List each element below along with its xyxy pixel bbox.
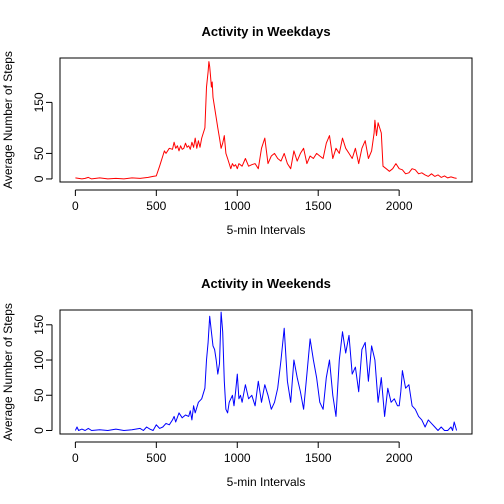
y-tick-label: 100 [32, 350, 46, 370]
x-tick-label: 0 [72, 199, 79, 213]
y-tick-label: 0 [32, 427, 46, 434]
x-tick-label: 1500 [305, 199, 332, 213]
y-tick-label: 50 [32, 388, 46, 402]
y-tick-label: 150 [32, 314, 46, 334]
x-tick-label: 500 [146, 199, 166, 213]
x-tick-label: 500 [146, 451, 166, 465]
series-line [75, 61, 457, 180]
chart-title: Activity in Weekdays [201, 24, 330, 39]
y-axis-label: Average Number of Steps [1, 303, 15, 441]
x-tick-label: 1500 [305, 451, 332, 465]
chart-title: Activity in Weekends [201, 276, 331, 291]
plot-frame [59, 57, 473, 183]
x-tick-label: 1000 [224, 451, 251, 465]
y-tick-label: 0 [32, 175, 46, 182]
series-line [74, 311, 458, 431]
x-axis-label: 5-min Intervals [227, 223, 306, 237]
plot-frame [59, 309, 473, 435]
x-axis-label: 5-min Intervals [227, 475, 306, 489]
x-tick-label: 0 [72, 451, 79, 465]
y-tick-label: 150 [32, 92, 46, 112]
x-tick-label: 2000 [386, 451, 413, 465]
y-axis-label: Average Number of Steps [1, 51, 15, 189]
y-tick-label: 50 [32, 146, 46, 160]
x-tick-label: 1000 [224, 199, 251, 213]
x-tick-label: 2000 [386, 199, 413, 213]
